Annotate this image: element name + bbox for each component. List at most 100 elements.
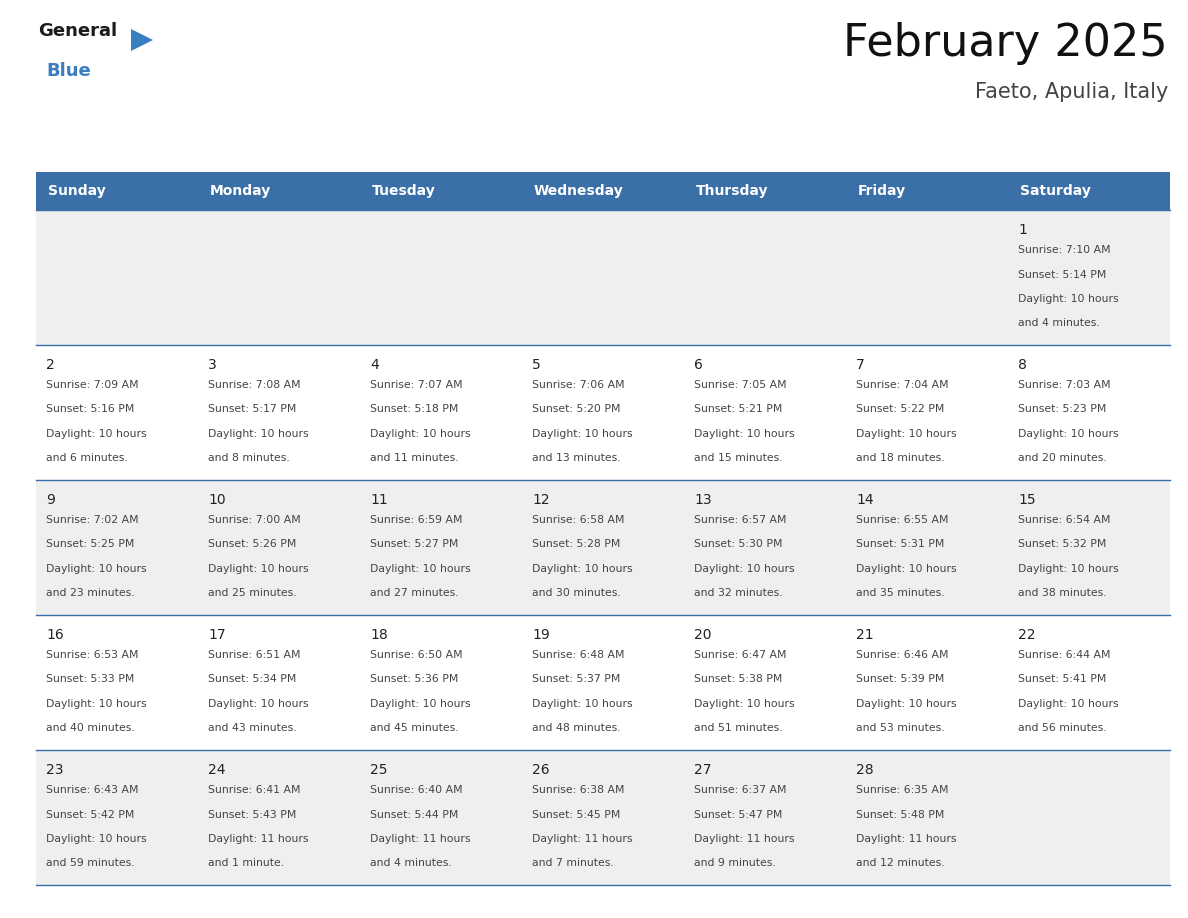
Text: Sunset: 5:25 PM: Sunset: 5:25 PM [46,540,134,550]
Text: Sunset: 5:41 PM: Sunset: 5:41 PM [1018,675,1106,685]
Text: Daylight: 11 hours: Daylight: 11 hours [208,834,309,844]
Text: Sunset: 5:31 PM: Sunset: 5:31 PM [857,540,944,550]
Text: Daylight: 10 hours: Daylight: 10 hours [46,429,146,439]
Text: Sunday: Sunday [48,184,106,198]
Text: Daylight: 11 hours: Daylight: 11 hours [369,834,470,844]
Text: Sunrise: 7:05 AM: Sunrise: 7:05 AM [694,380,786,390]
Text: and 51 minutes.: and 51 minutes. [694,723,783,733]
Text: Sunset: 5:27 PM: Sunset: 5:27 PM [369,540,459,550]
Text: Sunrise: 7:02 AM: Sunrise: 7:02 AM [46,515,139,525]
Text: Sunset: 5:32 PM: Sunset: 5:32 PM [1018,540,1106,550]
Text: and 40 minutes.: and 40 minutes. [46,723,134,733]
Text: and 15 minutes.: and 15 minutes. [694,453,783,464]
Text: and 1 minute.: and 1 minute. [208,858,284,868]
Text: and 8 minutes.: and 8 minutes. [208,453,290,464]
Text: Wednesday: Wednesday [533,184,624,198]
Text: and 13 minutes.: and 13 minutes. [532,453,620,464]
Text: and 4 minutes.: and 4 minutes. [369,858,451,868]
Text: Friday: Friday [858,184,906,198]
Text: 17: 17 [208,628,226,642]
Text: Sunrise: 6:50 AM: Sunrise: 6:50 AM [369,650,462,660]
Text: 24: 24 [208,763,226,777]
Text: Sunset: 5:48 PM: Sunset: 5:48 PM [857,810,944,820]
Text: 15: 15 [1018,493,1036,507]
Text: and 27 minutes.: and 27 minutes. [369,588,459,599]
Text: Daylight: 10 hours: Daylight: 10 hours [1018,429,1119,439]
Text: Sunset: 5:18 PM: Sunset: 5:18 PM [369,405,459,415]
Text: Thursday: Thursday [696,184,769,198]
Text: Sunset: 5:45 PM: Sunset: 5:45 PM [532,810,620,820]
Text: 1: 1 [1018,223,1026,237]
Text: 20: 20 [694,628,712,642]
Text: Sunrise: 7:07 AM: Sunrise: 7:07 AM [369,380,462,390]
Text: and 4 minutes.: and 4 minutes. [1018,319,1100,329]
Text: 8: 8 [1018,358,1026,372]
Text: Sunrise: 7:04 AM: Sunrise: 7:04 AM [857,380,949,390]
Text: Sunrise: 6:57 AM: Sunrise: 6:57 AM [694,515,786,525]
Text: 26: 26 [532,763,550,777]
Text: 28: 28 [857,763,873,777]
Text: Monday: Monday [210,184,271,198]
Text: and 32 minutes.: and 32 minutes. [694,588,783,599]
Text: Sunset: 5:22 PM: Sunset: 5:22 PM [857,405,944,415]
Text: and 20 minutes.: and 20 minutes. [1018,453,1107,464]
Text: Sunset: 5:43 PM: Sunset: 5:43 PM [208,810,296,820]
Text: and 53 minutes.: and 53 minutes. [857,723,944,733]
Text: Sunset: 5:28 PM: Sunset: 5:28 PM [532,540,620,550]
Text: Sunrise: 6:38 AM: Sunrise: 6:38 AM [532,785,625,795]
Text: and 9 minutes.: and 9 minutes. [694,858,776,868]
Text: and 12 minutes.: and 12 minutes. [857,858,944,868]
Text: Sunrise: 6:59 AM: Sunrise: 6:59 AM [369,515,462,525]
Text: 14: 14 [857,493,873,507]
Text: Daylight: 10 hours: Daylight: 10 hours [1018,699,1119,709]
Text: and 23 minutes.: and 23 minutes. [46,588,134,599]
Text: 4: 4 [369,358,379,372]
Text: Sunset: 5:30 PM: Sunset: 5:30 PM [694,540,783,550]
Text: Sunset: 5:37 PM: Sunset: 5:37 PM [532,675,620,685]
Text: Daylight: 10 hours: Daylight: 10 hours [857,429,956,439]
Text: 10: 10 [208,493,226,507]
Bar [36,750,1170,885]
Text: and 59 minutes.: and 59 minutes. [46,858,134,868]
Text: Daylight: 10 hours: Daylight: 10 hours [532,564,633,574]
Text: 12: 12 [532,493,550,507]
Text: February 2025: February 2025 [843,22,1168,65]
Text: Daylight: 10 hours: Daylight: 10 hours [532,699,633,709]
Bar [36,210,1170,345]
Text: Daylight: 11 hours: Daylight: 11 hours [857,834,956,844]
Text: Sunrise: 6:46 AM: Sunrise: 6:46 AM [857,650,948,660]
Text: and 35 minutes.: and 35 minutes. [857,588,944,599]
Text: and 56 minutes.: and 56 minutes. [1018,723,1107,733]
Text: Daylight: 10 hours: Daylight: 10 hours [208,564,309,574]
Polygon shape [131,29,153,51]
Text: Daylight: 10 hours: Daylight: 10 hours [1018,294,1119,304]
Text: Daylight: 10 hours: Daylight: 10 hours [369,699,470,709]
Text: Daylight: 10 hours: Daylight: 10 hours [1018,564,1119,574]
Text: 23: 23 [46,763,63,777]
Text: Daylight: 10 hours: Daylight: 10 hours [857,564,956,574]
Bar [36,172,1170,210]
Text: Sunrise: 6:58 AM: Sunrise: 6:58 AM [532,515,625,525]
Text: General: General [38,22,118,40]
Text: Sunset: 5:14 PM: Sunset: 5:14 PM [1018,270,1106,279]
Text: Sunset: 5:39 PM: Sunset: 5:39 PM [857,675,944,685]
Text: 11: 11 [369,493,387,507]
Text: 13: 13 [694,493,712,507]
Text: and 11 minutes.: and 11 minutes. [369,453,459,464]
Text: 19: 19 [532,628,550,642]
Bar [36,480,1170,615]
Text: Sunrise: 6:44 AM: Sunrise: 6:44 AM [1018,650,1111,660]
Text: 21: 21 [857,628,873,642]
Text: Faeto, Apulia, Italy: Faeto, Apulia, Italy [974,82,1168,102]
Text: Sunrise: 6:41 AM: Sunrise: 6:41 AM [208,785,301,795]
Text: and 48 minutes.: and 48 minutes. [532,723,620,733]
Text: Sunset: 5:47 PM: Sunset: 5:47 PM [694,810,783,820]
Text: Sunrise: 6:51 AM: Sunrise: 6:51 AM [208,650,301,660]
Text: 25: 25 [369,763,387,777]
Text: 27: 27 [694,763,712,777]
Text: Sunrise: 7:06 AM: Sunrise: 7:06 AM [532,380,625,390]
Bar [36,615,1170,750]
Text: Daylight: 10 hours: Daylight: 10 hours [46,564,146,574]
Text: Sunrise: 7:08 AM: Sunrise: 7:08 AM [208,380,301,390]
Text: Daylight: 11 hours: Daylight: 11 hours [694,834,795,844]
